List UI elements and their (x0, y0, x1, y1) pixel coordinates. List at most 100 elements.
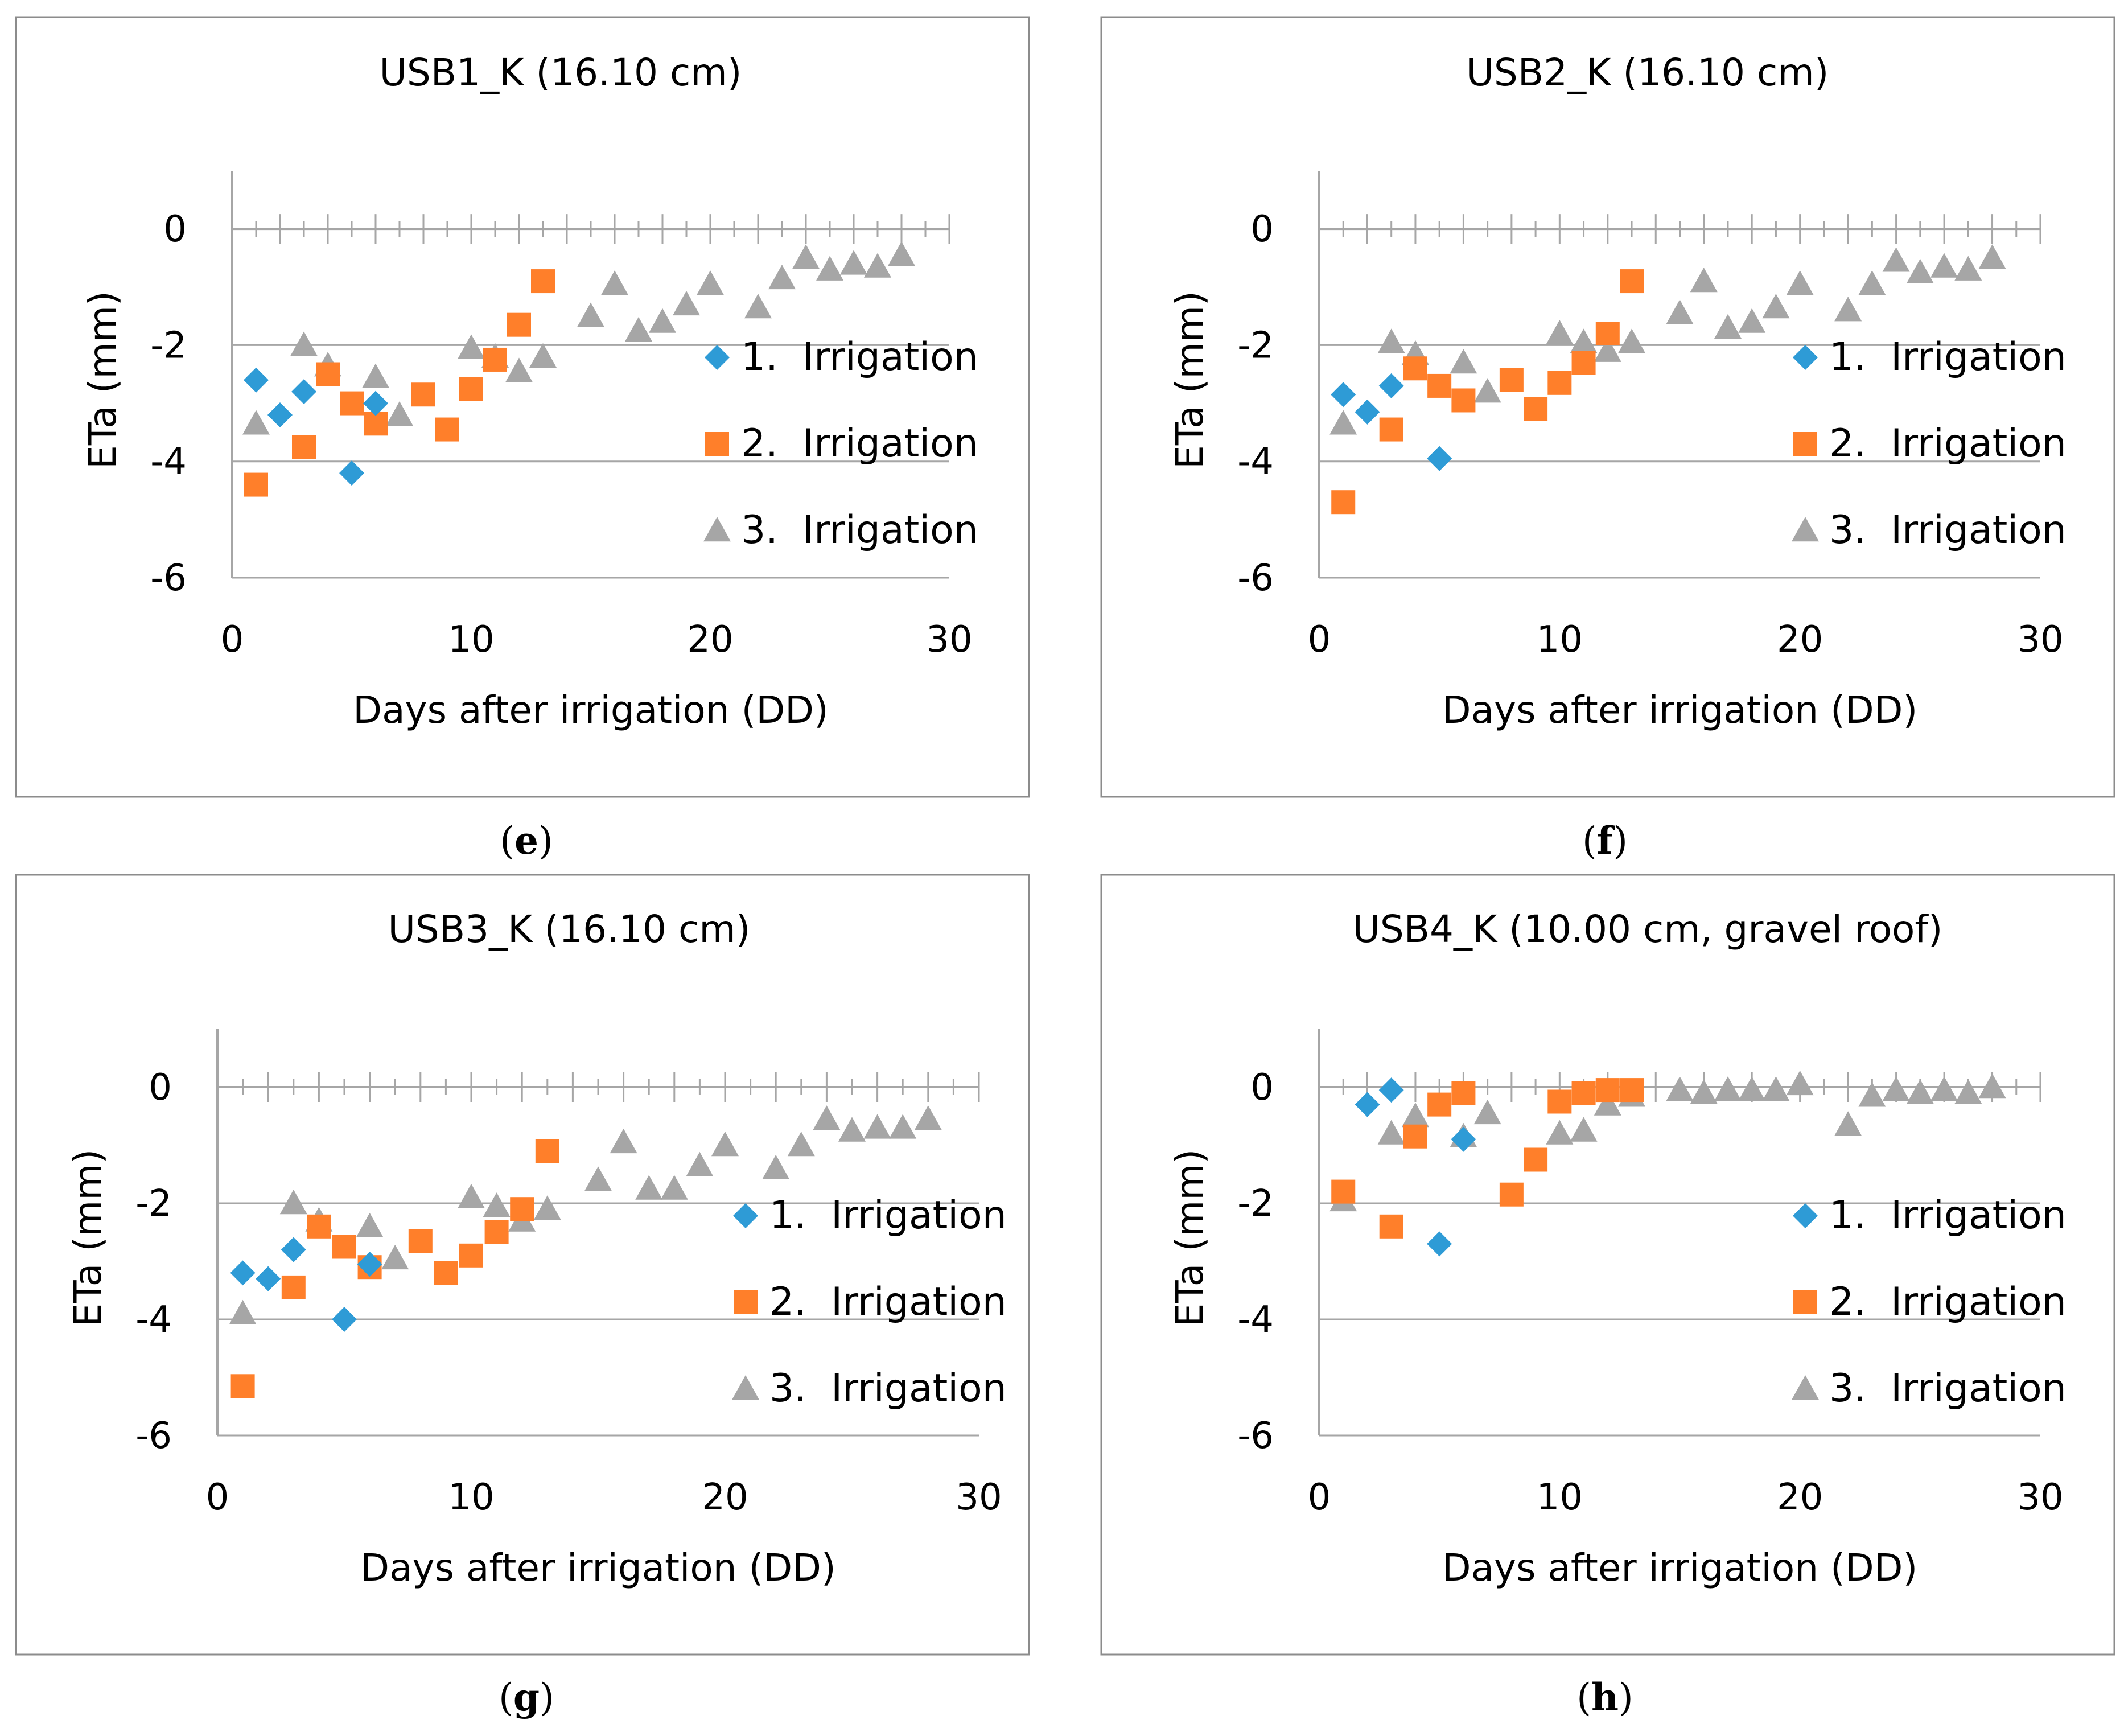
data-point-triangle (1401, 1103, 1429, 1128)
data-point-square (1524, 397, 1548, 421)
series-1 (1355, 1077, 1476, 1257)
caption-paren: ) (1613, 819, 1628, 863)
data-point-triangle (1377, 1120, 1405, 1145)
data-point-triangle (1450, 349, 1477, 374)
legend-marker-diamond (733, 1203, 758, 1228)
data-point-triangle (1882, 1076, 1910, 1101)
x-tick-label: 30 (956, 1476, 1002, 1519)
data-point-square (435, 417, 459, 442)
y-tick-label: -2 (150, 324, 187, 367)
caption-letter: g (513, 1675, 540, 1719)
data-point-triangle (1594, 337, 1621, 362)
data-point-triangle (1329, 410, 1357, 435)
data-point-triangle (840, 250, 867, 275)
legend-marker-square (705, 432, 729, 456)
data-point-diamond (230, 1260, 256, 1286)
data-point-triangle (290, 331, 318, 356)
caption-paren: ( (500, 819, 514, 863)
chart-panel-h: USB4_K (10.00 cm, gravel roof) 0 -2 -4 -6 0 10… (1100, 874, 2115, 1719)
caption-letter: h (1591, 1675, 1619, 1719)
legend-marker-square (1793, 1290, 1817, 1314)
data-point-square (411, 382, 435, 407)
x-axis-title: Days after irrigation (DD) (360, 1546, 835, 1590)
data-point-square (1571, 1081, 1596, 1105)
y-tick-label: -4 (150, 441, 187, 483)
data-point-square (1547, 1089, 1572, 1114)
data-point-triangle (381, 1244, 409, 1270)
data-point-diamond (339, 460, 364, 486)
data-point-diamond (1355, 399, 1380, 425)
data-point-square (459, 377, 483, 401)
y-axis-title: ETa (mm) (1168, 1149, 1212, 1327)
x-tick-label: 10 (1537, 1476, 1583, 1519)
x-axis-title: Days after irrigation (DD) (353, 688, 828, 732)
data-point-square (484, 1220, 509, 1244)
data-point-triangle (1930, 253, 1958, 278)
data-point-square (1451, 1081, 1476, 1105)
chart-panel-f: USB2_K (16.10 cm) 0 -2 -4 -6 0 10 20 30 Days afte… (1100, 16, 2115, 863)
data-point-triangle (1377, 328, 1405, 353)
series-1 (230, 1237, 382, 1332)
data-point-triangle (711, 1132, 739, 1157)
y-axis-title: ETa (mm) (66, 1149, 110, 1327)
y-tick-label: -6 (135, 1415, 172, 1457)
data-point-square (332, 1235, 356, 1259)
data-point-square (1403, 1124, 1427, 1149)
data-point-triangle (1762, 1076, 1790, 1101)
data-point-diamond (256, 1266, 281, 1291)
series-1 (244, 367, 388, 486)
legend-label-3: 3. Irrigation (769, 1366, 1007, 1411)
data-point-square (1571, 351, 1596, 375)
data-point-triangle (1570, 1117, 1598, 1142)
data-point-triangle (577, 302, 604, 327)
x-axis-title: Days after irrigation (DD) (1442, 1546, 1917, 1590)
data-point-triangle (863, 1114, 891, 1139)
legend-label-1: 1. Irrigation (1829, 1193, 2067, 1238)
data-point-square (507, 312, 531, 337)
chart-title: USB3_K (16.10 cm) (388, 907, 751, 951)
data-point-triangle (610, 1128, 637, 1154)
legend-label-3: 3. Irrigation (1829, 508, 2067, 553)
data-point-triangle (889, 1114, 917, 1139)
data-point-diamond (363, 390, 388, 416)
data-point-triangle (1858, 1082, 1886, 1107)
legend-marker-triangle (1792, 517, 1819, 542)
data-point-square (459, 1243, 483, 1268)
data-point-triangle (242, 410, 270, 435)
data-point-square (1620, 269, 1644, 294)
data-point-square (1595, 1078, 1620, 1103)
data-point-diamond (1451, 1126, 1476, 1152)
data-point-triangle (533, 1195, 561, 1220)
data-point-triangle (1906, 258, 1934, 283)
data-point-square (408, 1229, 433, 1253)
x-tick-label: 30 (2017, 1476, 2063, 1519)
y-tick-label: 0 (1250, 1067, 1274, 1109)
y-tick-label: -6 (150, 557, 187, 599)
data-point-triangle (1858, 270, 1886, 295)
legend-label-2: 2. Irrigation (1829, 1280, 2067, 1324)
caption-letter: f (1597, 818, 1615, 863)
y-tick-label: -2 (1237, 1183, 1274, 1225)
legend-marker-triangle (1792, 1375, 1819, 1400)
data-point-diamond (267, 402, 293, 427)
series-2 (1331, 269, 1644, 515)
data-point-square (1595, 322, 1620, 345)
legend-label-1: 1. Irrigation (741, 335, 978, 380)
data-point-triangle (483, 1192, 511, 1217)
data-point-square (1403, 356, 1427, 381)
data-point-square (292, 435, 316, 459)
data-point-square (340, 391, 364, 416)
x-tick-label: 0 (1308, 1476, 1331, 1519)
caption-letter: e (514, 818, 538, 863)
data-point-triangle (1930, 1076, 1958, 1101)
data-point-square (1427, 373, 1452, 398)
data-point-triangle (888, 241, 915, 266)
data-point-triangle (458, 1183, 485, 1208)
legend-label-2: 2. Irrigation (1829, 421, 2067, 466)
data-point-triangle (744, 294, 772, 319)
legend-label-2: 2. Irrigation (769, 1280, 1007, 1324)
data-point-triangle (1570, 328, 1598, 353)
data-point-square (1620, 1078, 1644, 1103)
data-point-diamond (291, 379, 316, 405)
